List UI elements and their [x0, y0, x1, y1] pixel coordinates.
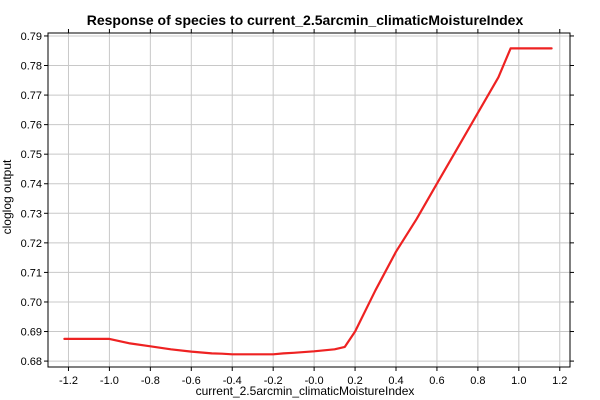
y-tick-label: 0.78: [21, 61, 42, 73]
x-tick-label: 1.0: [511, 375, 526, 387]
x-tick-label: 0.2: [347, 375, 362, 387]
grid-lines: [48, 33, 570, 367]
y-tick-label: 0.73: [21, 208, 42, 220]
x-tick-label: -0.8: [141, 375, 160, 387]
y-tick-label: 0.71: [21, 267, 42, 279]
y-tick-label: 0.79: [21, 31, 42, 43]
y-tick-label: 0.76: [21, 120, 42, 132]
x-tick-label: -0.4: [223, 375, 242, 387]
x-tick-label: 1.2: [552, 375, 567, 387]
y-tick-label: 0.72: [21, 238, 42, 250]
plot-frame: [47, 32, 571, 368]
series-line: [63, 47, 553, 356]
y-axis-label: cloglog output: [0, 159, 14, 234]
x-tick-label: 0.8: [470, 375, 485, 387]
x-tick-label: 0.4: [388, 375, 403, 387]
x-tick-label: -0.0: [305, 375, 324, 387]
chart-title: Response of species to current_2.5arcmin…: [87, 12, 524, 28]
x-tick-label: -0.2: [264, 375, 283, 387]
y-tick-label: 0.70: [21, 297, 42, 309]
y-tick-label: 0.77: [21, 90, 42, 102]
y-tick-label: 0.69: [21, 327, 42, 339]
y-tick-label: 0.74: [21, 179, 42, 191]
x-tick-label: 0.6: [429, 375, 444, 387]
x-axis-label: current_2.5arcmin_climaticMoistureIndex: [196, 384, 415, 398]
x-tick-label: -1.0: [100, 375, 119, 387]
y-tick-label: 0.75: [21, 149, 42, 161]
x-tick-label: -1.2: [59, 375, 78, 387]
axis-ticks: -1.2 -1.0 -0.8 -0.6 -0.4 -0.2 -0.0 0.2 0.4 0.6 0.8…: [21, 29, 574, 387]
x-tick-label: -0.6: [182, 375, 201, 387]
series-layer: [63, 47, 553, 356]
y-tick-label: 0.68: [21, 356, 42, 368]
